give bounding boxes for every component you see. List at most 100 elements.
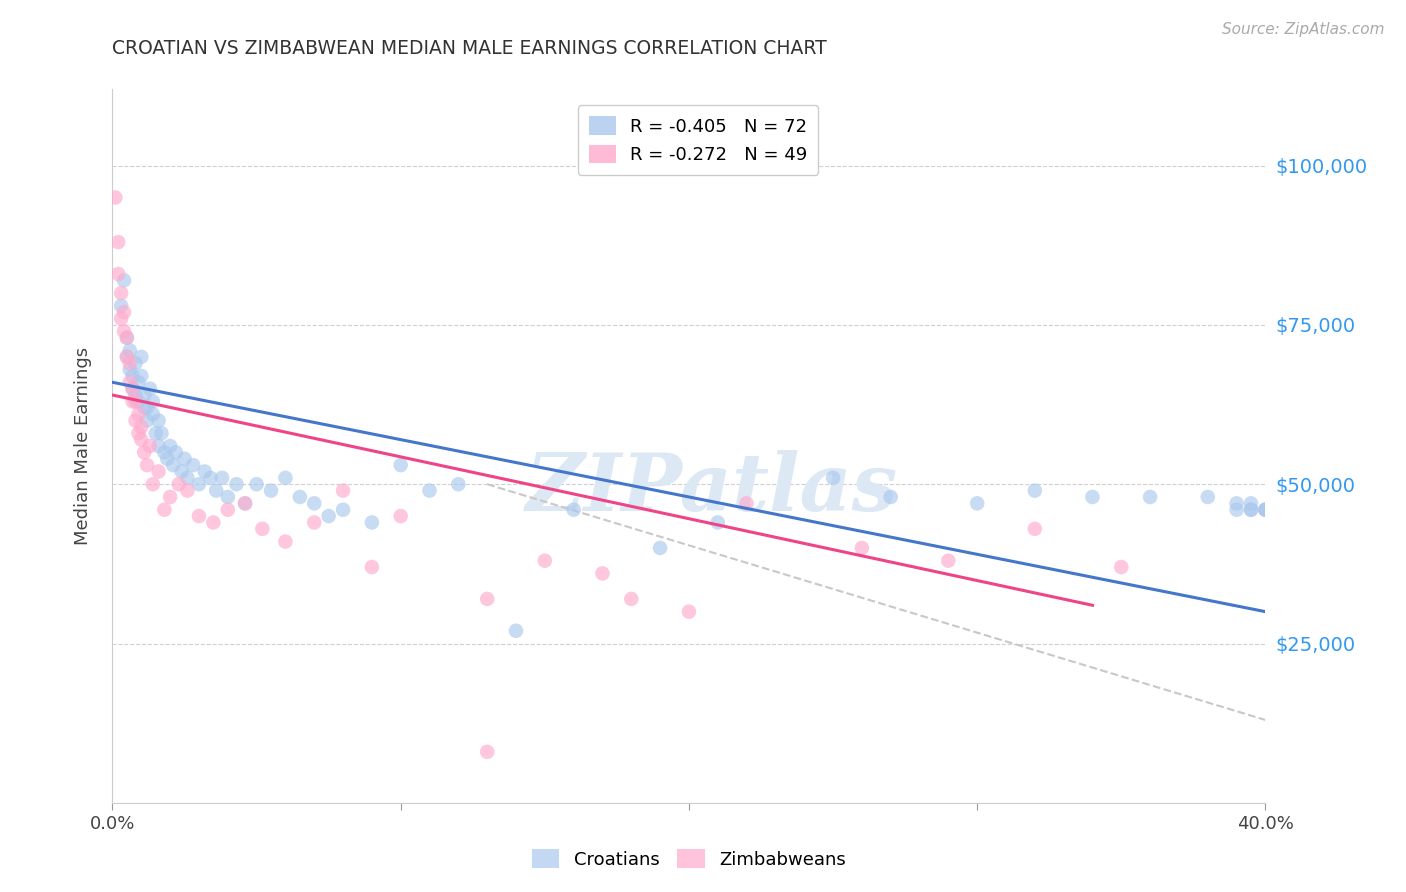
Point: [110, 311, 132, 326]
Point: [1197, 490, 1219, 504]
Point: [176, 471, 198, 485]
Point: [1254, 502, 1277, 516]
Point: [1254, 502, 1277, 516]
Point: [217, 502, 239, 516]
Point: [145, 426, 167, 441]
Legend: Croatians, Zimbabweans: Croatians, Zimbabweans: [524, 842, 853, 876]
Point: [129, 433, 153, 447]
Point: [104, 190, 127, 204]
Point: [360, 560, 382, 574]
Text: Source: ZipAtlas.com: Source: ZipAtlas.com: [1222, 22, 1385, 37]
Point: [620, 591, 643, 606]
Point: [139, 382, 162, 396]
Point: [150, 426, 173, 441]
Point: [389, 458, 412, 472]
Point: [112, 305, 135, 319]
Point: [1226, 496, 1249, 510]
Text: ZIPatlas: ZIPatlas: [526, 450, 898, 527]
Y-axis label: Median Male Earnings: Median Male Earnings: [73, 347, 91, 545]
Point: [1240, 496, 1263, 510]
Point: [129, 368, 153, 383]
Point: [112, 273, 135, 287]
Point: [139, 439, 162, 453]
Point: [205, 483, 228, 498]
Point: [162, 458, 184, 472]
Point: [332, 483, 354, 498]
Point: [136, 413, 159, 427]
Point: [217, 490, 239, 504]
Point: [966, 496, 988, 510]
Point: [274, 471, 297, 485]
Point: [134, 445, 156, 459]
Point: [124, 388, 146, 402]
Point: [124, 394, 146, 409]
Point: [202, 516, 225, 530]
Point: [1024, 522, 1046, 536]
Point: [129, 350, 153, 364]
Point: [165, 445, 187, 459]
Point: [1081, 490, 1104, 504]
Point: [233, 496, 256, 510]
Point: [115, 350, 138, 364]
Point: [142, 394, 165, 409]
Point: [176, 483, 198, 498]
Point: [562, 502, 585, 516]
Point: [118, 343, 141, 358]
Point: [156, 451, 179, 466]
Point: [274, 534, 297, 549]
Point: [678, 605, 700, 619]
Point: [127, 394, 149, 409]
Point: [533, 554, 555, 568]
Point: [475, 591, 498, 606]
Point: [592, 566, 614, 581]
Point: [127, 426, 149, 441]
Point: [304, 516, 326, 530]
Point: [124, 413, 146, 427]
Point: [107, 267, 129, 281]
Point: [851, 541, 873, 555]
Point: [136, 458, 159, 472]
Point: [288, 490, 311, 504]
Point: [304, 496, 326, 510]
Point: [121, 368, 143, 383]
Point: [153, 445, 176, 459]
Point: [360, 516, 382, 530]
Point: [260, 483, 283, 498]
Point: [706, 516, 728, 530]
Point: [121, 382, 143, 396]
Point: [447, 477, 470, 491]
Point: [159, 490, 181, 504]
Point: [110, 299, 132, 313]
Point: [118, 356, 141, 370]
Point: [1254, 502, 1277, 516]
Point: [1024, 483, 1046, 498]
Point: [142, 477, 165, 491]
Point: [148, 413, 170, 427]
Point: [1111, 560, 1133, 574]
Point: [118, 362, 141, 376]
Point: [188, 509, 211, 524]
Point: [173, 451, 195, 466]
Point: [142, 407, 165, 421]
Point: [148, 439, 170, 453]
Point: [475, 745, 498, 759]
Point: [115, 350, 138, 364]
Point: [127, 376, 149, 390]
Point: [107, 235, 129, 249]
Point: [181, 458, 204, 472]
Point: [225, 477, 247, 491]
Point: [129, 420, 153, 434]
Point: [880, 490, 903, 504]
Point: [170, 465, 193, 479]
Point: [118, 376, 141, 390]
Point: [134, 401, 156, 415]
Point: [936, 554, 959, 568]
Point: [1240, 502, 1263, 516]
Point: [505, 624, 527, 638]
Point: [148, 465, 170, 479]
Point: [1240, 502, 1263, 516]
Point: [252, 522, 274, 536]
Point: [136, 401, 159, 415]
Point: [648, 541, 672, 555]
Point: [233, 496, 256, 510]
